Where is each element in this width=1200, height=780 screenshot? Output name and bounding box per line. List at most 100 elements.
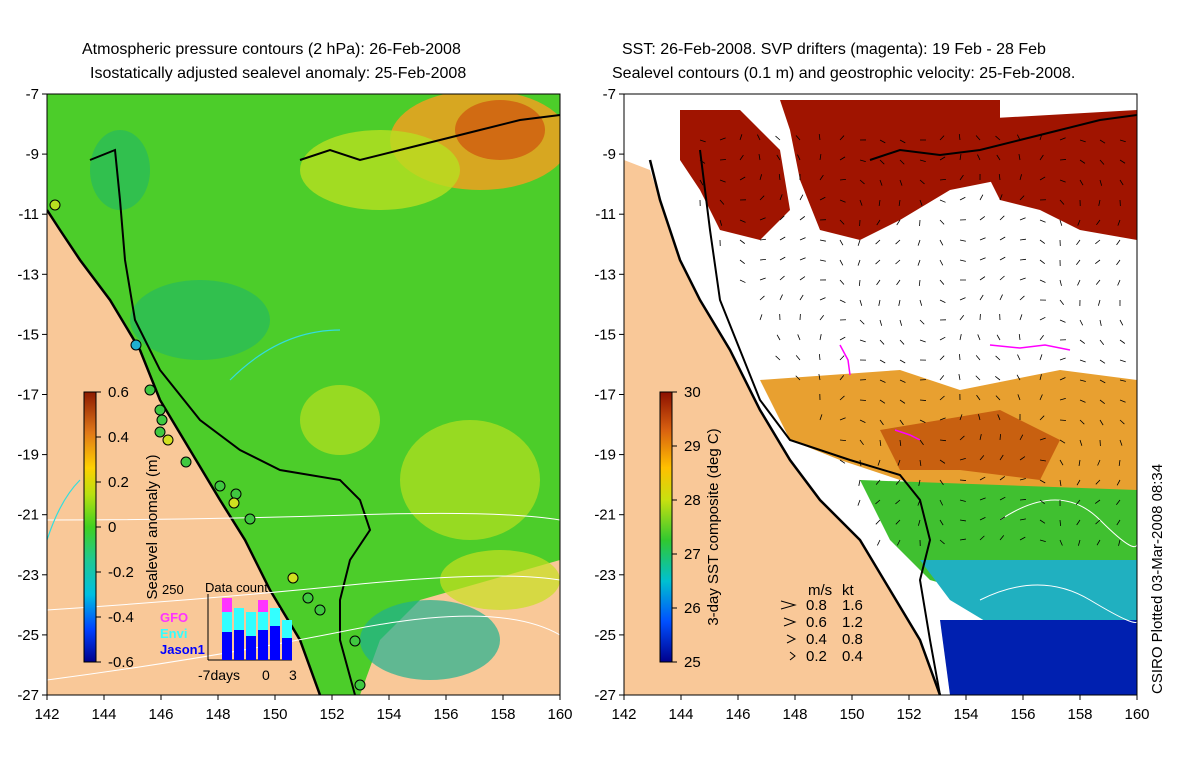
pressure-contour xyxy=(47,615,560,681)
velocity-arrow xyxy=(1095,519,1101,525)
x-tick-label: 142 xyxy=(34,706,59,723)
velocity-arrow xyxy=(795,375,801,381)
velocity-arrow xyxy=(1119,379,1126,382)
velocity-arrow xyxy=(1059,159,1067,161)
velocity-arrow xyxy=(1018,154,1021,161)
velocity-arrow xyxy=(899,379,906,383)
velocity-arrow xyxy=(1039,539,1046,543)
velocity-arrow xyxy=(999,275,1005,281)
velocity-arrow xyxy=(775,355,781,361)
velocity-arrow xyxy=(1119,159,1126,164)
velocity-arrow xyxy=(819,334,822,341)
velocity-arrow xyxy=(939,259,944,266)
velocity-arrow xyxy=(778,173,781,181)
velocity-arrow xyxy=(1119,419,1125,425)
plot-credit: CSIRO Plotted 03-Mar-2008 08:34 xyxy=(1149,464,1166,694)
velocity-arrow xyxy=(1095,239,1101,245)
y-tick-label: -21 xyxy=(17,507,39,524)
velocity-arrow xyxy=(959,174,964,181)
velocity-arrow xyxy=(959,499,966,502)
velocity-arrow xyxy=(1019,174,1022,181)
velocity-arrow xyxy=(939,135,945,141)
velocity-arrow xyxy=(979,237,986,241)
speed-legend-kt: 0.8 xyxy=(842,631,863,648)
coastline xyxy=(648,159,942,695)
colorbar-tick-label: 0.4 xyxy=(108,429,129,446)
velocity-speed-legend: m/s kt 0.8 1.60.6 1.20.4 0.80.2 0.4 xyxy=(780,582,863,665)
velocity-arrow xyxy=(879,359,886,364)
velocity-arrow xyxy=(878,299,881,306)
velocity-arrow xyxy=(959,297,966,301)
velocity-arrow xyxy=(879,439,882,446)
velocity-arrow xyxy=(859,319,865,325)
colorbar-tick-label: 26 xyxy=(684,600,701,617)
anomaly-contour xyxy=(47,479,81,541)
left-x-axis: 142 144 146 148 150 152 154 156 158 160 xyxy=(34,695,573,723)
velocity-arrow xyxy=(959,239,966,242)
velocity-arrow xyxy=(1019,238,1027,241)
velocity-arrow xyxy=(839,135,845,141)
velocity-arrow xyxy=(839,375,845,381)
velocity-arrow xyxy=(896,539,901,546)
velocity-arrow xyxy=(997,414,1001,421)
velocity-arrow xyxy=(859,159,866,163)
velocity-arrow xyxy=(919,159,926,163)
inset-legend-gfo: GFO xyxy=(160,610,188,625)
anomaly-yellowgreen-blob xyxy=(440,550,560,610)
velocity-arrow xyxy=(1079,379,1086,382)
velocity-arrow xyxy=(759,217,766,221)
speed-legend-ms: 0.8 xyxy=(806,597,827,614)
velocity-arrow xyxy=(875,479,881,485)
pressure-contour xyxy=(47,512,560,521)
x-tick-label: 148 xyxy=(782,706,807,723)
velocity-arrow xyxy=(959,353,961,361)
tide-gauge-markers xyxy=(49,199,366,691)
velocity-arrow xyxy=(1039,154,1044,161)
colorbar-tick-label: 28 xyxy=(684,492,701,509)
velocity-arrow xyxy=(999,215,1005,221)
y-tick-label: -23 xyxy=(594,567,616,584)
velocity-arrow xyxy=(1039,479,1046,484)
sealevel-contour xyxy=(979,584,1137,623)
velocity-arrow xyxy=(999,256,1006,261)
velocity-arrow xyxy=(1117,219,1121,226)
velocity-arrow xyxy=(819,297,826,301)
velocity-arrow xyxy=(1076,519,1081,526)
velocity-arrow xyxy=(877,539,881,546)
png-coastline xyxy=(299,114,560,162)
y-tick-label: -15 xyxy=(17,326,39,343)
speed-legend-kt: 1.6 xyxy=(842,597,863,614)
velocity-arrow xyxy=(899,179,903,186)
velocity-arrow xyxy=(1039,219,1046,223)
velocity-arrow xyxy=(1116,239,1121,246)
velocity-arrow xyxy=(739,134,743,141)
velocity-arrow xyxy=(917,239,921,246)
velocity-arrow xyxy=(1039,499,1045,505)
x-tick-label: 154 xyxy=(376,706,401,723)
velocity-arrow xyxy=(1076,239,1081,246)
velocity-arrow xyxy=(899,339,905,345)
velocity-arrow xyxy=(799,294,804,301)
velocity-arrow xyxy=(839,439,847,442)
velocity-arrow xyxy=(1017,354,1021,361)
colorbar-tick-label: 0.6 xyxy=(108,384,129,401)
velocity-arrow xyxy=(1039,134,1043,141)
y-tick-label: -25 xyxy=(594,627,616,644)
y-tick-label: -7 xyxy=(26,86,39,103)
svp-drifter-track xyxy=(839,344,851,376)
velocity-arrow xyxy=(1099,139,1106,144)
legend-header-kt: kt xyxy=(842,582,855,599)
velocity-arrow xyxy=(759,258,767,261)
velocity-arrow xyxy=(1099,379,1106,384)
velocity-arrow xyxy=(895,479,901,485)
x-tick-label: 160 xyxy=(1124,706,1149,723)
velocity-arrow xyxy=(895,499,901,505)
velocity-arrow xyxy=(818,374,821,381)
velocity-arrow xyxy=(839,417,846,421)
y-tick-label: -25 xyxy=(17,627,39,644)
speed-legend-ms: 0.6 xyxy=(806,614,827,631)
velocity-arrow xyxy=(839,239,844,246)
velocity-arrow xyxy=(839,336,846,341)
velocity-arrow xyxy=(879,379,886,383)
